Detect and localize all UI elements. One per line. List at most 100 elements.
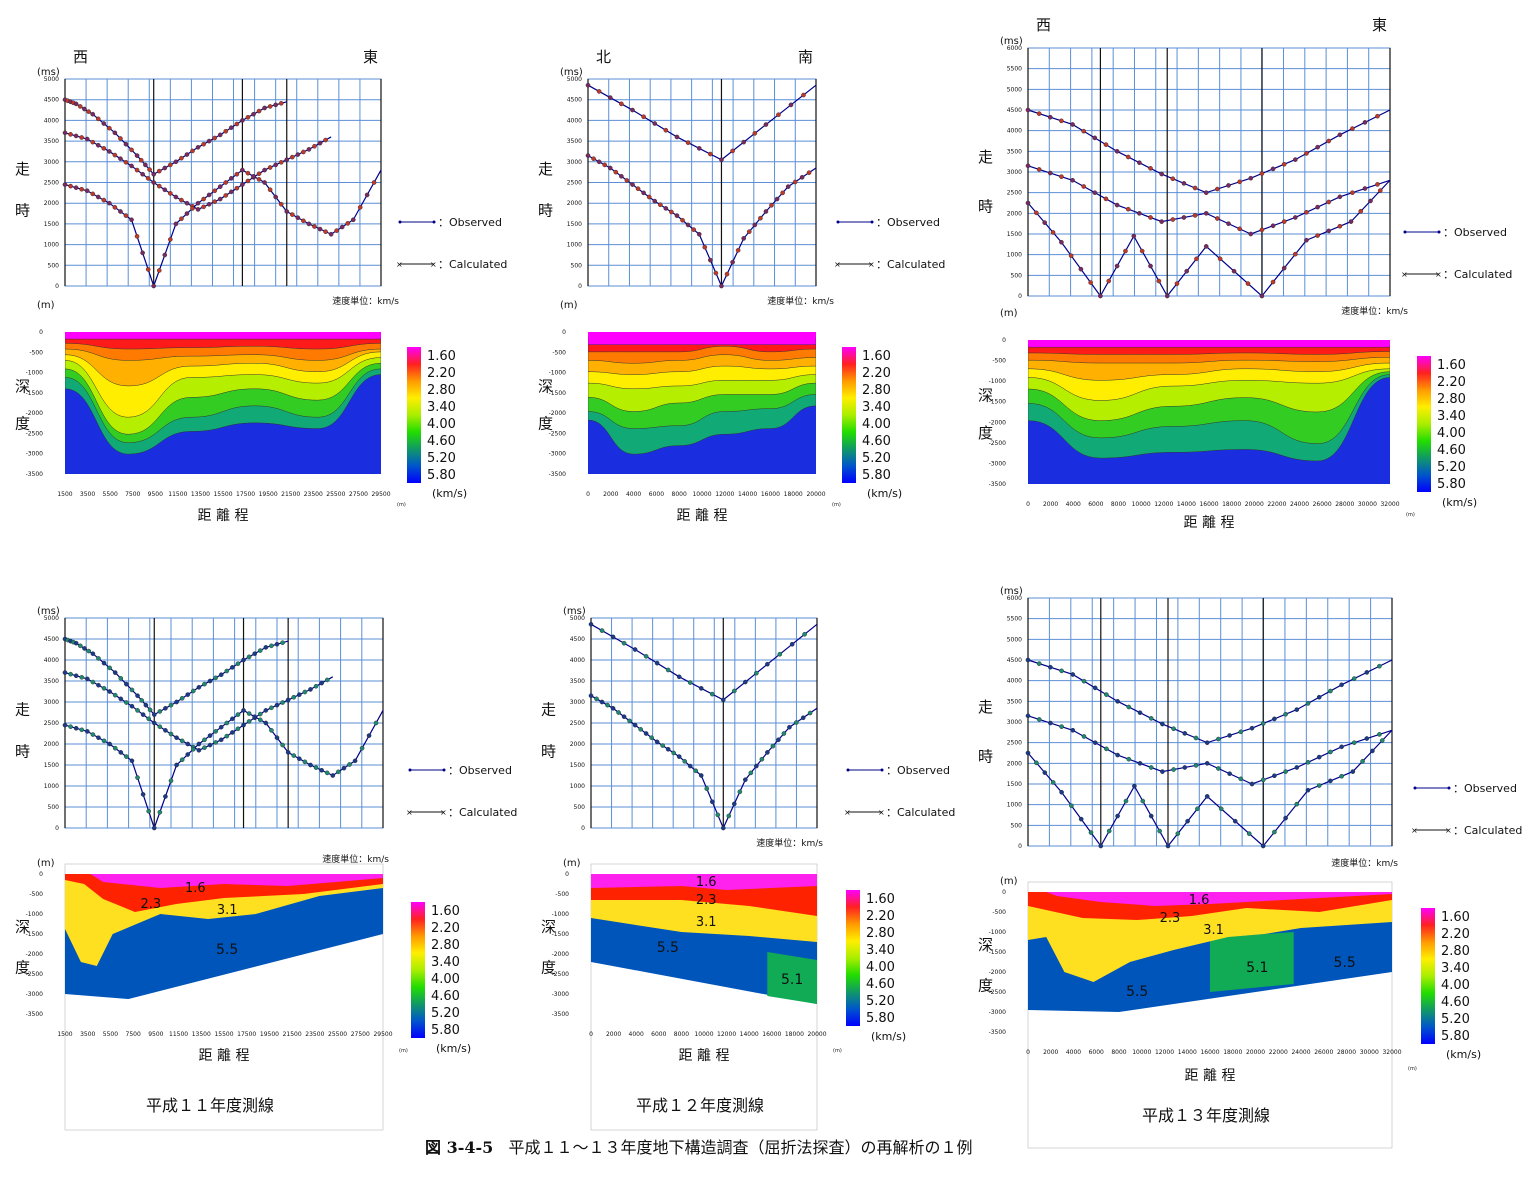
- time-tick-label: 4000: [44, 657, 59, 664]
- colorbar-label: 5.20: [862, 451, 891, 466]
- travel-time-point: [168, 778, 174, 784]
- travel-time-point: [730, 259, 735, 265]
- travel-time-point: [168, 731, 174, 737]
- travel-time-point: [1070, 672, 1076, 677]
- colorbar-swatch: [1421, 908, 1435, 925]
- travel-time-point: [1157, 828, 1162, 834]
- travel-time-point: [1078, 816, 1084, 822]
- colorbar-swatch: [407, 364, 421, 381]
- time-axis-label: 時: [541, 743, 556, 761]
- travel-time-point: [724, 271, 730, 277]
- travel-time-point: [1227, 733, 1232, 738]
- travel-time-point: [230, 665, 235, 670]
- travel-time-point: [1025, 163, 1031, 169]
- distance-unit: (m): [833, 1048, 842, 1054]
- velocity-model-3: 0 -500 -1000 -1500 -2000 -2500 -3000 -3500 0 2000…: [978, 308, 1415, 518]
- travel-time-point: [1048, 720, 1053, 726]
- colorbar-swatch: [411, 1021, 425, 1038]
- travel-time-point: [147, 707, 153, 713]
- distance-tick-label: 14000: [738, 491, 757, 498]
- distance-tick-label: 16000: [1199, 501, 1218, 508]
- time-tick-label: 3500: [1007, 698, 1022, 705]
- travel-time-point: [330, 773, 336, 778]
- travel-time-point: [267, 187, 273, 193]
- travel-time-point: [599, 628, 605, 633]
- time-axis-label: 走: [15, 701, 30, 719]
- distance-tick-label: 21500: [283, 1031, 302, 1038]
- travel-time-point: [1181, 215, 1187, 220]
- colorbar-swatch: [846, 958, 860, 975]
- travel-time-point: [62, 130, 68, 136]
- travel-time-point: [269, 728, 274, 733]
- travel-time-point: [1148, 215, 1153, 220]
- travel-time-point: [101, 197, 107, 203]
- travel-time-chart-3-top: 0 500 1000 1500 2000 2500 3000 3500 4000 4500 5000…: [978, 36, 1391, 300]
- time-tick-label: 500: [48, 804, 60, 811]
- travel-time-point: [273, 102, 278, 108]
- travel-time-point: [754, 670, 759, 676]
- travel-time-point: [1283, 711, 1288, 717]
- time-tick-label: 500: [574, 804, 586, 811]
- legend-observed-marker: [408, 768, 412, 772]
- depth-tick-label: -1500: [989, 949, 1007, 956]
- depth-tick-label: -3000: [26, 451, 44, 458]
- legend-observed-marker: [870, 220, 874, 224]
- colorbar-label: 4.60: [1441, 995, 1470, 1010]
- travel-time-point: [241, 657, 246, 663]
- travel-time-point: [262, 105, 267, 111]
- travel-time-point: [1098, 843, 1104, 849]
- velocity-unit-note: 速度単位：km/s: [756, 837, 823, 849]
- velocity-label-2.3: 2.3: [1160, 911, 1181, 926]
- travel-time-point: [274, 735, 280, 741]
- velocity-label-3.1: 3.1: [696, 915, 717, 930]
- distance-tick-label: 0: [1026, 501, 1030, 508]
- time-tick-label: 1000: [1007, 802, 1022, 809]
- time-tick-label: 4000: [1007, 678, 1022, 685]
- travel-time-point: [213, 675, 218, 681]
- distance-tick-label: 12000: [715, 491, 734, 498]
- colorbar-label: 4.60: [431, 989, 460, 1004]
- distance-tick-label: 17500: [236, 491, 255, 498]
- figure-number: 図 3-4-5: [425, 1138, 494, 1157]
- travel-time-point: [195, 200, 201, 206]
- figure-caption-text: 平成１１～１３年度地下構造調査（屈折法探査）の再解析の１例: [508, 1138, 973, 1157]
- distance-tick-label: 14000: [740, 1031, 759, 1038]
- colorbar-label: 3.40: [431, 955, 460, 970]
- depth-tick-label: -500: [555, 891, 569, 898]
- travel-time-point: [168, 162, 173, 168]
- travel-time-point: [289, 212, 295, 217]
- travel-time-point: [735, 247, 741, 253]
- travel-time-point: [140, 792, 146, 797]
- travel-time-point: [1036, 111, 1042, 116]
- legend-observed-label: ：Observed: [876, 216, 940, 229]
- travel-time-chart-2-top: 0 500 1000 1500 2000 2500 3000 3500 4000 4500 5000…: [538, 67, 817, 290]
- travel-time-point: [1170, 217, 1176, 222]
- legend-observed-marker: [432, 220, 436, 224]
- travel-time-point: [1114, 202, 1120, 208]
- distance-tick-label: 24000: [1291, 1049, 1310, 1056]
- travel-time-point: [191, 688, 196, 694]
- travel-time-point: [151, 171, 157, 177]
- travel-time-point: [134, 234, 140, 239]
- travel-time-point: [201, 141, 206, 147]
- depth-axis-label: 深: [978, 936, 993, 954]
- colorbar-label: 5.20: [431, 1006, 460, 1021]
- travel-time-point: [1217, 256, 1223, 262]
- travel-time-point: [1293, 215, 1298, 220]
- travel-time-point: [241, 722, 246, 728]
- travel-time-point: [1059, 724, 1064, 729]
- travel-time-point: [800, 715, 806, 721]
- distance-tick-label: 4000: [1066, 1049, 1081, 1056]
- distance-tick-label: 11500: [168, 491, 187, 498]
- travel-time-point: [278, 101, 284, 106]
- travel-time-point: [234, 121, 240, 127]
- time-tick-label: 0: [581, 825, 585, 832]
- time-tick-label: 2000: [1007, 210, 1022, 217]
- travel-time-point: [352, 758, 358, 764]
- travel-time-point: [1184, 268, 1190, 274]
- time-tick-label: 4000: [1007, 128, 1022, 135]
- travel-time-point: [212, 135, 217, 141]
- travel-time-point: [140, 250, 145, 256]
- distance-tick-label: 4000: [629, 1031, 644, 1038]
- travel-time-point: [1259, 171, 1265, 176]
